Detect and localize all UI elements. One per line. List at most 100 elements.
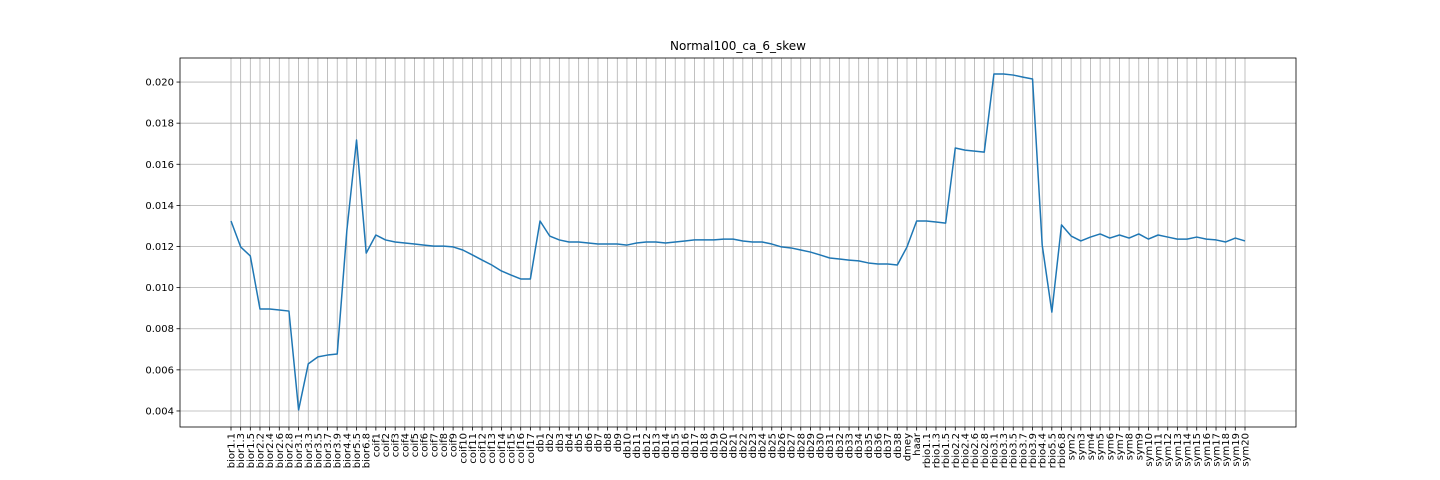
x-tick-label: bior2.4 [265,433,276,468]
x-tick-label: sym3 [1076,433,1087,460]
x-tick-label: coif11 [468,433,479,464]
x-tick-label: db2 [545,433,556,452]
x-tick-label: db26 [777,433,788,458]
x-tick-label: db30 [816,433,827,458]
x-tick-label: sym18 [1221,433,1232,467]
x-tick-label: rbio3.7 [1018,433,1029,468]
x-tick-label: coif3 [391,433,402,457]
y-tick-label: 0.012 [145,242,174,253]
x-tick-label: db5 [574,433,585,452]
x-tick-label: coif14 [497,433,508,464]
x-tick-label: bior3.3 [304,433,315,468]
x-tick-label: db18 [700,433,711,458]
x-tick-label: sym4 [1086,433,1097,460]
x-tick-label: db4 [565,433,576,452]
x-tick-label: db38 [893,433,904,458]
x-tick-label: db27 [787,433,798,458]
x-tick-label: sym16 [1202,433,1213,467]
x-tick-label: coif6 [420,433,431,457]
x-tick-label: bior2.8 [284,433,295,468]
x-tick-label: rbio4.4 [1038,433,1049,468]
x-tick-label: rbio2.6 [970,433,981,468]
x-tick-label: bior2.6 [275,433,286,468]
x-tick-label: db21 [729,433,740,458]
x-tick-label: coif1 [371,433,382,457]
x-tick-label: sym10 [1144,433,1155,467]
y-tick-label: 0.020 [145,78,174,89]
x-tick-label: db34 [854,433,865,458]
x-tick-label: bior1.1 [227,433,238,468]
x-tick-label: db1 [536,433,547,452]
x-tick-label: coif7 [429,433,440,457]
x-tick-label: db14 [661,433,672,458]
y-tick-label: 0.008 [145,324,174,335]
x-tick-label: sym8 [1125,433,1136,460]
x-tick-label: rbio2.8 [980,433,991,468]
x-tick-label: bior3.9 [333,433,344,468]
x-tick-label: db28 [796,433,807,458]
x-tick-label: sym17 [1212,433,1223,467]
x-tick-label: sym6 [1105,433,1116,460]
x-tick-label: db37 [883,433,894,458]
y-tick-label: 0.010 [145,283,174,294]
x-tick-label: db31 [825,433,836,458]
x-tick-label: haar [912,432,923,456]
x-tick-label: coif17 [526,433,537,464]
x-tick-label: dmey [903,433,914,461]
x-tick-label: db22 [738,433,749,458]
x-tick-label: sym13 [1173,433,1184,467]
x-tick-label: bior3.5 [313,433,324,468]
x-tick-label: sym14 [1183,433,1194,467]
x-tick-label: db19 [709,433,720,458]
x-tick-label: db25 [767,433,778,458]
x-tick-label: sym15 [1192,433,1203,467]
x-tick-label: rbio2.4 [960,433,971,468]
x-tick-label: coif13 [487,433,498,464]
x-tick-label: db29 [806,433,817,458]
x-tick-label: sym2 [1067,433,1078,460]
axes-frame [179,57,1297,428]
y-tick-label: 0.014 [145,201,174,212]
x-tick-label: bior6.8 [362,433,373,468]
y-tick-label: 0.006 [145,365,174,376]
x-tick-label: coif8 [439,433,450,457]
x-tick-label: rbio6.8 [1057,433,1068,468]
x-tick-label: sym19 [1231,433,1242,467]
y-tick-label: 0.018 [145,119,174,130]
x-tick-label: bior5.5 [352,433,363,468]
x-tick-label: db8 [603,433,614,452]
x-tick-label: rbio5.5 [1047,433,1058,468]
x-tick-label: rbio1.1 [922,433,933,468]
x-tick-label: db10 [622,433,633,458]
x-tick-label: db20 [719,433,730,458]
x-tick-label: bior1.3 [236,433,247,468]
x-tick-label: bior3.7 [323,433,334,468]
x-tick-label: db16 [680,433,691,458]
x-tick-label: db23 [748,433,759,458]
x-tick-label: db24 [758,433,769,458]
x-tick-label: rbio2.2 [951,433,962,468]
x-tick-label: sym9 [1134,433,1145,460]
x-tick-label: bior3.1 [294,433,305,468]
x-tick-label: db35 [864,433,875,458]
x-tick-label: sym20 [1241,433,1252,467]
x-tick-label: coif15 [507,433,518,464]
x-tick-label: db7 [593,433,604,452]
x-tick-label: coif4 [400,433,411,457]
chart-title: Normal100_ca_6_skew [670,39,806,53]
x-tick-label: db9 [613,433,624,452]
data-line [230,73,1246,411]
x-tick-label: coif9 [449,433,460,457]
x-tick-label: rbio3.5 [1009,433,1020,468]
x-tick-label: rbio3.1 [989,433,1000,468]
x-tick-label: coif5 [410,433,421,457]
x-tick-label: db32 [835,433,846,458]
x-tick-label: db13 [651,433,662,458]
x-tick-label: rbio3.3 [999,433,1010,468]
x-tick-label: coif10 [458,433,469,464]
x-tick-label: db36 [874,433,885,458]
x-tick-label: db6 [584,433,595,452]
x-tick-label: db15 [671,433,682,458]
x-tick-label: db12 [642,433,653,458]
